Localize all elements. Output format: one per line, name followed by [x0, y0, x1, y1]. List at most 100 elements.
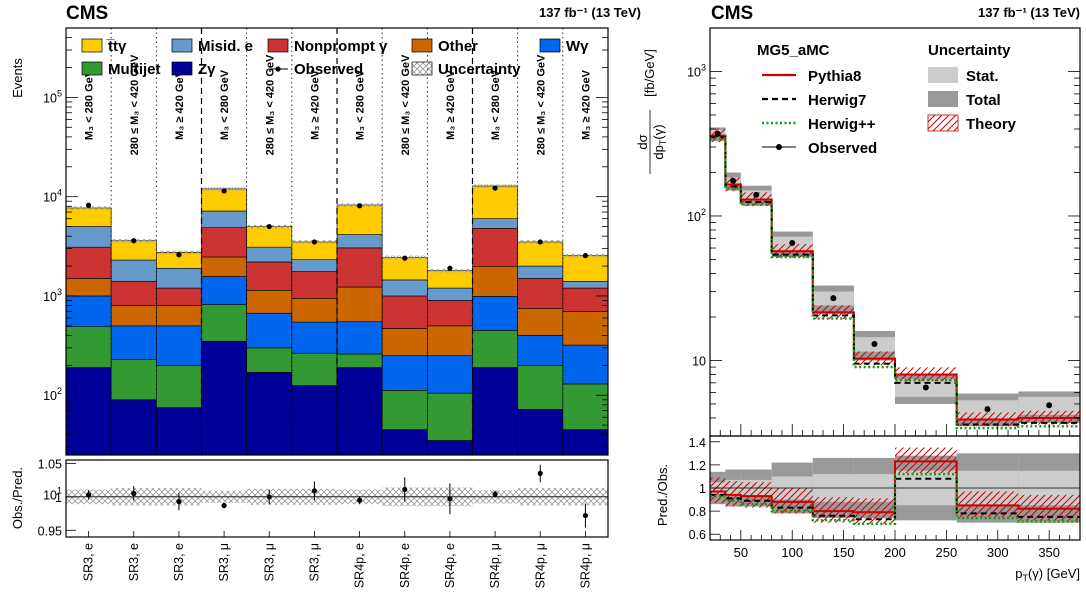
stack-bar-2-6: [336, 321, 383, 355]
stack-bar-0-3: [201, 340, 247, 456]
ratio-point-7: [402, 486, 408, 493]
ratio-theory-band-3: [771, 488, 813, 514]
ratio-ytick-label-2: 1.05: [38, 457, 62, 471]
legend-unc-title: Uncertainty: [928, 42, 1011, 59]
observed-point-r-2: [753, 191, 760, 198]
legend-swatch-5: [81, 61, 103, 76]
legend-unc-label-0: Stat.: [966, 68, 999, 85]
category-label-9: SR4p, μ: [488, 543, 502, 588]
ratio-ytick-label-r-1: 0.8: [689, 505, 706, 519]
stack-bar-3-6: [336, 286, 383, 323]
right-ytick-label-1: 102: [687, 207, 706, 224]
stack-bar-6-8: [427, 270, 473, 289]
right-y-axis-num: dσ: [635, 134, 650, 149]
stack-bar-2-9: [472, 296, 518, 331]
legend-swatch-8: [411, 61, 433, 76]
stack-bar-1-7: [381, 390, 428, 430]
stack-bar-5-3: [201, 210, 247, 228]
category-label-0: SR3, e: [82, 543, 96, 581]
stack-bar-1-8: [427, 392, 473, 441]
ratio-step-herwigpp: [710, 472, 1080, 526]
stack-bar-2-11: [562, 344, 609, 385]
stack-bar-3-9: [472, 265, 518, 297]
category-label-10: SR4p, μ: [533, 543, 547, 588]
region-label-0: M₃ < 280 GeV: [84, 69, 96, 140]
stack-bar-5-11: [562, 281, 609, 289]
region-label-8: M₃ ≥ 420 GeV: [445, 69, 457, 139]
region-label-3: M₃ < 280 GeV: [219, 69, 231, 140]
stack-bar-4-7: [381, 295, 428, 329]
stack-bar-0-8: [427, 440, 473, 456]
category-label-11: SR4p, μ: [578, 543, 592, 588]
legend-unc-swatch-0: [928, 67, 958, 83]
legend-swatch-6: [171, 61, 193, 76]
ratio-point-2: [176, 498, 182, 505]
stack-bar-0-6: [336, 367, 383, 456]
stack-bar-0-1: [110, 399, 157, 456]
stack-bar-3-3: [201, 256, 247, 277]
left-main-frame: [65, 27, 609, 456]
observed-point-5: [311, 239, 318, 245]
stack-bar-6-0: [65, 207, 112, 227]
stack-bar-2-3: [201, 276, 247, 305]
stack-bar-2-0: [65, 295, 112, 328]
stack-bar-3-7: [381, 328, 428, 357]
stack-bar-6-10: [517, 241, 564, 267]
stack-bar-6-1: [110, 240, 157, 261]
ratio-step-pythia: [710, 460, 1080, 514]
ratio-theory-band-0: [710, 477, 726, 504]
stack-bar-5-2: [156, 267, 202, 289]
right-xtick-label-0: 50: [734, 545, 748, 560]
region-label-1: 280 ≤ M₃ < 420 GeV: [129, 54, 141, 155]
legend-label-1: Misid. e: [198, 38, 253, 55]
ratio-step-herwig7: [710, 477, 1080, 521]
stack-bar-6-4: [246, 226, 293, 248]
legend-swatch-1: [171, 38, 193, 53]
observed-point-r-0: [714, 130, 721, 137]
left-ratio-plot: 0.95 1 1.05 SR3, e SR3, e SR3, e SR3, μ SR3, μ S…: [38, 457, 609, 588]
right-xtick-label-3: 200: [884, 545, 906, 560]
ratio-ytick-label-r-3: 1.2: [689, 459, 706, 473]
stack-bar-5-6: [336, 234, 383, 249]
right-xtick-label-2: 150: [833, 545, 855, 560]
right-y-axis-unit: [fb/GeV]: [642, 49, 657, 97]
stack-bar-0-5: [291, 385, 338, 456]
stack-bar-6-6: [336, 204, 383, 235]
observed-point-11: [582, 252, 589, 259]
legend-gen-marker-3: [776, 144, 782, 150]
stack-bar-4-9: [472, 228, 518, 267]
stack-bar-2-7: [381, 355, 428, 391]
legend-swatch-4: [539, 38, 561, 53]
left-legend: t̅tγ Misid. e Nonprompt γ Other Wγ Multijet Zγ…: [81, 38, 589, 78]
stack-bar-0-11: [562, 429, 609, 456]
step-line-herwig: [710, 137, 1080, 430]
category-label-5: SR3, μ: [307, 543, 321, 581]
legend-gen-label-0: Pythia8: [808, 68, 861, 85]
right-y-axis-den: dpT(γ): [651, 124, 668, 159]
stack-bar-1-11: [562, 383, 609, 430]
category-label-4: SR3, μ: [262, 543, 276, 581]
observed-point-3: [221, 188, 227, 194]
legend-label-2: Nonprompt γ: [294, 38, 388, 55]
legend-label-0: t̅tγ: [105, 38, 127, 55]
stack-bar-1-3: [201, 304, 247, 342]
right-xtick-label-6: 350: [1038, 545, 1060, 560]
region-label-7: 280 ≤ M₃ < 420 GeV: [400, 54, 412, 155]
stack-bar-5-4: [246, 246, 293, 263]
legend-unc-swatch-2: [927, 114, 959, 132]
stack-bar-4-0: [65, 246, 112, 279]
step-line-pythia8: [710, 134, 1080, 421]
stack-bar-2-4: [246, 312, 293, 349]
category-label-1: SR3, e: [127, 543, 141, 581]
right-x-axis-label: pT(γ) [GeV]: [1015, 566, 1080, 583]
legend-swatch-2: [267, 38, 289, 53]
left-ytick-label-5: 105: [43, 88, 62, 105]
step-line-herwig7: [710, 136, 1080, 426]
stack-bar-4-3: [201, 227, 247, 258]
stack-bar-1-1: [110, 359, 157, 401]
left-ytick-label-4: 104: [43, 188, 62, 205]
stack-bar-3-11: [562, 311, 609, 346]
region-label-5: M₃ ≥ 420 GeV: [309, 69, 321, 139]
observed-point-r-4: [830, 295, 837, 302]
observed-point-2: [176, 252, 182, 258]
